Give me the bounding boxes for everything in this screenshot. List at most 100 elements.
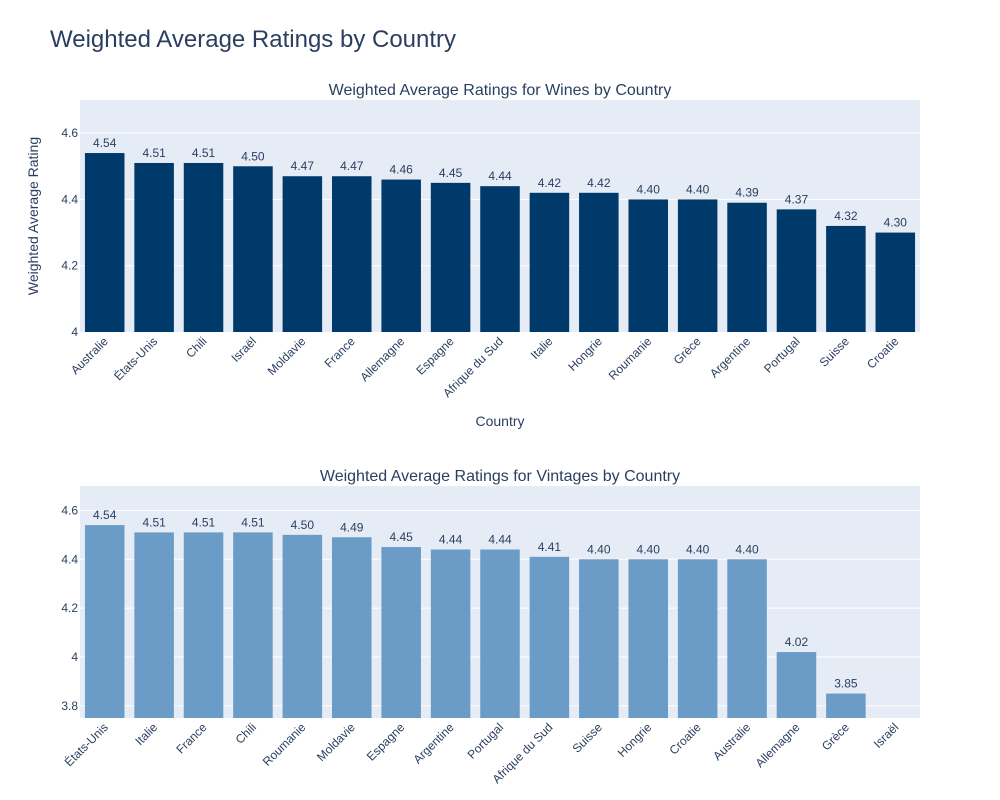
wines-bar-value-label: 4.32	[834, 209, 858, 223]
wines-y-axis-title: Weighted Average Rating	[25, 137, 41, 295]
vintages-bar-value-label: 4.51	[192, 515, 216, 529]
vintages-bar[interactable]	[282, 534, 323, 718]
wines-y-tick-label: 4	[71, 325, 78, 339]
vintages-bar[interactable]	[134, 532, 174, 718]
vintages-bar[interactable]	[677, 559, 718, 718]
vintages-x-tick-label: France	[173, 720, 210, 757]
wines-bar[interactable]	[529, 192, 570, 332]
vintages-bar[interactable]	[579, 559, 619, 718]
wines-bar-value-label: 4.40	[637, 182, 661, 196]
vintages-bar-value-label: 4.02	[785, 635, 809, 649]
vintages-x-tick-label: Chili	[233, 720, 259, 746]
wines-y-tick-label: 4.6	[61, 126, 78, 140]
wines-bar-value-label: 4.54	[93, 136, 117, 150]
vintages-x-tick-label: Suisse	[570, 720, 606, 756]
vintages-bar[interactable]	[529, 556, 570, 718]
wines-x-tick-label: Allemagne	[357, 334, 407, 384]
vintages-y-tick-label: 4	[71, 650, 78, 664]
vintages-bar[interactable]	[84, 525, 125, 718]
vintages-bar[interactable]	[430, 549, 471, 718]
page-title: Weighted Average Ratings by Country	[50, 26, 457, 53]
wines-bar[interactable]	[480, 186, 520, 332]
vintages-x-tick-label: Argentine	[410, 720, 456, 766]
wines-x-tick-label: Italie	[528, 334, 556, 362]
vintages-chart-title: Weighted Average Ratings for Vintages by…	[320, 468, 680, 485]
vintages-bar[interactable]	[727, 559, 767, 718]
vintages-bar[interactable]	[332, 537, 372, 718]
vintages-bar[interactable]	[826, 693, 866, 718]
wines-bar[interactable]	[628, 199, 668, 332]
wines-x-tick-label: Portugal	[761, 334, 803, 376]
wines-bar-value-label: 4.47	[291, 159, 315, 173]
wines-bar[interactable]	[332, 176, 372, 332]
wines-bar[interactable]	[727, 202, 767, 332]
wines-bar-value-label: 4.44	[488, 169, 512, 183]
wines-bar[interactable]	[84, 153, 125, 332]
vintages-y-tick-label: 4.2	[61, 601, 78, 615]
wines-x-tick-label: Espagne	[413, 334, 457, 378]
wines-chart-title: Weighted Average Ratings for Wines by Co…	[329, 82, 672, 99]
vintages-x-tick-label: Italie	[132, 720, 160, 748]
vintages-x-tick-label: Allemagne	[753, 720, 803, 770]
wines-bar-value-label: 4.42	[538, 176, 562, 190]
wines-bar[interactable]	[183, 162, 224, 332]
vintages-bar-value-label: 4.51	[142, 515, 166, 529]
vintages-bar[interactable]	[480, 549, 520, 718]
wines-bar[interactable]	[381, 179, 421, 332]
vintages-bar-value-label: 4.44	[488, 532, 512, 546]
wines-x-tick-label: Israël	[228, 334, 259, 365]
vintages-bar[interactable]	[381, 547, 421, 718]
wines-x-axis-title: Country	[475, 413, 524, 429]
wines-bar-value-label: 4.50	[241, 149, 265, 163]
wines-bar-value-label: 4.39	[735, 186, 759, 200]
vintages-bar-value-label: 4.41	[538, 540, 562, 554]
vintages-bar[interactable]	[183, 532, 224, 718]
wines-bar[interactable]	[875, 232, 916, 332]
vintages-bar-value-label: 4.44	[439, 532, 463, 546]
vintages-chart: 3.8 4 4.2 4.4 4.6 Weighted Average Ratings fo…	[61, 468, 920, 786]
wines-bar-value-label: 4.51	[192, 146, 216, 160]
wines-bar-value-label: 4.46	[389, 163, 413, 177]
wines-bar[interactable]	[134, 162, 174, 332]
vintages-x-tick-label: Grèce	[819, 720, 852, 753]
vintages-bar[interactable]	[233, 532, 273, 718]
vintages-x-tick-label: Portugal	[465, 720, 507, 762]
wines-x-tick-label: Chili	[183, 334, 209, 360]
wines-bar[interactable]	[579, 192, 619, 332]
vintages-bar-value-label: 4.54	[93, 508, 117, 522]
vintages-bar[interactable]	[776, 652, 817, 718]
vintages-y-tick-label: 4.6	[61, 503, 78, 517]
wines-x-tick-label: Hongrie	[565, 334, 605, 374]
wines-x-tick-label: Suisse	[817, 334, 853, 370]
vintages-bar-value-label: 4.40	[735, 542, 759, 556]
wines-bar[interactable]	[677, 199, 718, 332]
vintages-bar-value-label: 4.40	[587, 542, 611, 556]
wines-x-tick-label: Croatie	[864, 334, 901, 371]
vintages-x-tick-label: Australie	[710, 720, 753, 763]
wines-bar[interactable]	[776, 209, 817, 332]
wines-x-tick-label: Moldavie	[265, 334, 309, 378]
vintages-x-tick-label: Espagne	[364, 720, 408, 764]
wines-x-tick-label: Roumanie	[606, 334, 655, 383]
vintages-bar[interactable]	[628, 559, 668, 718]
wines-bar[interactable]	[430, 182, 471, 332]
wines-chart: 4 4.2 4.4 4.6 Weighted Average Ratings for W…	[25, 82, 920, 429]
wines-bar-value-label: 4.45	[439, 166, 463, 180]
wines-x-tick-label: Grèce	[671, 334, 704, 367]
vintages-bar-value-label: 3.85	[834, 677, 858, 691]
vintages-bar-value-label: 4.51	[241, 515, 265, 529]
vintages-x-tick-label: États-Unis	[61, 720, 111, 770]
vintages-x-tick-label: Croatie	[667, 720, 704, 757]
vintages-x-tick-label: Moldavie	[314, 720, 358, 764]
vintages-x-tick-label: Israël	[871, 720, 902, 751]
vintages-bar-value-label: 4.50	[291, 518, 315, 532]
vintages-bar-value-label: 4.40	[686, 542, 710, 556]
wines-x-tick-label: France	[322, 334, 359, 371]
wines-bar[interactable]	[826, 225, 866, 332]
wines-bar[interactable]	[233, 166, 273, 332]
wines-bar[interactable]	[282, 176, 323, 332]
vintages-x-tick-label: Roumanie	[260, 720, 309, 769]
wines-bar-value-label: 4.30	[884, 216, 908, 230]
wines-bar-value-label: 4.42	[587, 176, 611, 190]
